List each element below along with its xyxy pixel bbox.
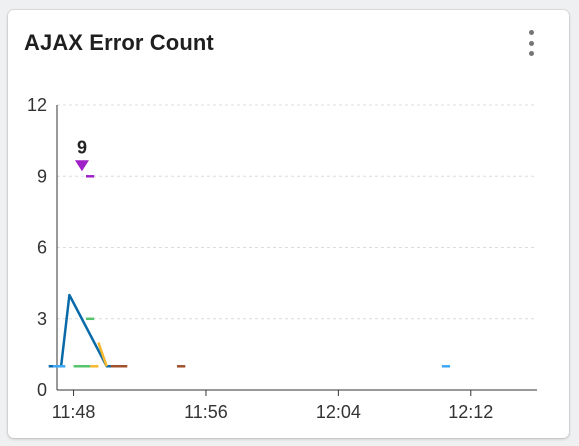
x-tick-label: 12:04 bbox=[316, 402, 361, 422]
y-tick-label: 0 bbox=[37, 380, 47, 400]
y-tick-label: 6 bbox=[37, 238, 47, 258]
peak-marker bbox=[74, 160, 89, 172]
x-tick-label: 12:12 bbox=[448, 402, 493, 422]
y-tick-label: 3 bbox=[37, 309, 47, 329]
x-tick-label: 11:56 bbox=[184, 402, 228, 422]
series-line-0 bbox=[48, 293, 124, 368]
chart-card: AJAX Error Count bbox=[8, 10, 569, 438]
peak-value-label: 9 bbox=[77, 137, 87, 157]
y-tick-label: 12 bbox=[27, 95, 47, 115]
more-vert-icon[interactable] bbox=[519, 30, 543, 56]
series-line-2 bbox=[97, 342, 108, 367]
menu-dot bbox=[528, 51, 534, 56]
menu-dot bbox=[528, 40, 534, 46]
menu-dot bbox=[528, 30, 534, 35]
x-tick-label: 11:48 bbox=[52, 402, 96, 422]
card-title: AJAX Error Count bbox=[24, 30, 214, 55]
y-tick-label: 9 bbox=[37, 166, 47, 186]
